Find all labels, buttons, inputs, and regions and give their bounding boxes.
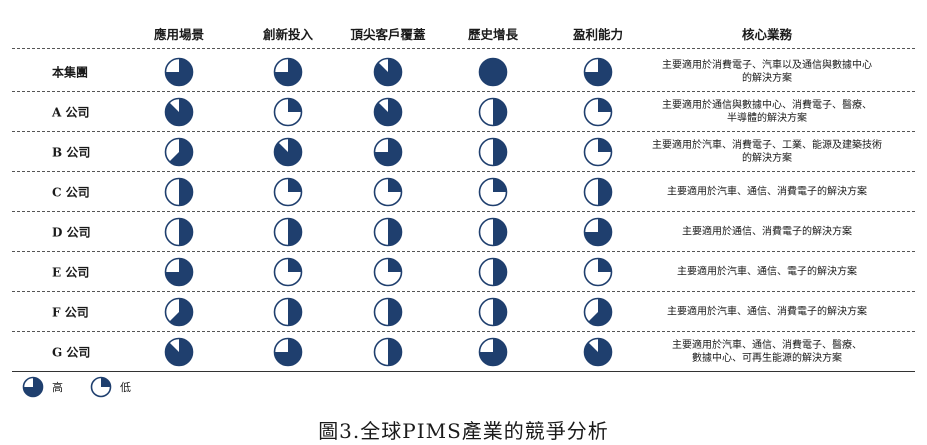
harvey-ball-icon — [273, 297, 303, 327]
harvey-ball-icon — [164, 177, 194, 207]
harvey-ball-icon — [478, 337, 508, 367]
harvey-ball-icon — [164, 257, 194, 287]
row-label: E 公司 — [52, 265, 90, 280]
harvey-ball-icon — [373, 297, 403, 327]
legend-low: 低 — [90, 376, 131, 398]
core-business-line: 主要適用於消費電子、汽車以及通信與數據中心 — [662, 60, 872, 71]
row-label: 本集團 — [52, 65, 89, 80]
core-business-text: 主要適用於汽車、通信、消費電子、醫療、 數據中心、可再生能源的解決方案 — [672, 339, 862, 365]
core-business-line: 主要適用於通信與數據中心、消費電子、醫療、 — [662, 100, 872, 111]
row-label: G 公司 — [52, 345, 91, 360]
row-label: D 公司 — [52, 225, 91, 240]
harvey-ball-icon — [583, 297, 613, 327]
core-business-line: 主要適用於通信、消費電子的解決方案 — [682, 226, 852, 238]
legend-high: 高 — [22, 376, 63, 398]
core-business-line: 半導體的解決方案 — [727, 113, 807, 124]
harvey-ball-icon — [373, 257, 403, 287]
core-business-text: 主要適用於通信、消費電子的解決方案 — [682, 226, 852, 239]
row-label: B 公司 — [52, 145, 91, 160]
row-divider — [12, 331, 915, 332]
core-business-text: 主要適用於通信與數據中心、消費電子、醫療、 半導體的解決方案 — [662, 99, 872, 125]
harvey-ball-icon — [164, 217, 194, 247]
figure-caption: 圖3.全球PIMS產業的競爭分析 — [318, 419, 609, 443]
row-label: A 公司 — [52, 105, 90, 120]
row-divider — [12, 91, 915, 92]
row-divider — [12, 171, 915, 172]
harvey-ball-icon — [478, 57, 508, 87]
core-business-text: 主要適用於汽車、通信、消費電子的解決方案 — [667, 186, 867, 199]
harvey-ball-icon — [273, 217, 303, 247]
harvey-ball-icon — [164, 57, 194, 87]
harvey-ball-icon — [164, 297, 194, 327]
harvey-ball-icon — [373, 137, 403, 167]
harvey-ball-high-icon — [22, 376, 44, 398]
legend-low-label: 低 — [120, 381, 131, 394]
core-business-line: 主要適用於汽車、通信、消費電子、醫療、 — [672, 340, 862, 351]
harvey-ball-icon — [273, 177, 303, 207]
column-header: 盈利能力 — [572, 27, 624, 42]
core-business-line: 的解決方案 — [742, 153, 792, 164]
row-divider — [12, 48, 915, 49]
harvey-ball-icon — [583, 177, 613, 207]
column-header: 應用場景 — [153, 27, 205, 42]
harvey-ball-icon — [273, 337, 303, 367]
core-business-line: 主要適用於汽車、通信、電子的解決方案 — [677, 266, 857, 278]
row-divider — [12, 371, 915, 372]
harvey-ball-icon — [478, 177, 508, 207]
harvey-ball-icon — [478, 297, 508, 327]
harvey-ball-icon — [478, 137, 508, 167]
harvey-ball-icon — [478, 217, 508, 247]
harvey-ball-icon — [373, 97, 403, 127]
core-business-line: 主要適用於汽車、消費電子、工業、能源及建築技術 — [652, 140, 882, 151]
harvey-ball-icon — [273, 57, 303, 87]
core-business-text: 主要適用於汽車、通信、電子的解決方案 — [677, 266, 857, 279]
harvey-ball-icon — [583, 57, 613, 87]
legend-high-label: 高 — [52, 381, 63, 394]
column-header: 歷史增長 — [467, 27, 519, 42]
core-business-text: 主要適用於汽車、消費電子、工業、能源及建築技術 的解決方案 — [652, 139, 882, 165]
harvey-ball-icon — [164, 97, 194, 127]
row-label: F 公司 — [52, 305, 89, 320]
harvey-ball-icon — [373, 337, 403, 367]
harvey-ball-icon — [478, 257, 508, 287]
row-divider — [12, 291, 915, 292]
core-business-text: 主要適用於消費電子、汽車以及通信與數據中心 的解決方案 — [662, 59, 872, 85]
core-business-line: 主要適用於汽車、通信、消費電子的解決方案 — [667, 306, 867, 318]
harvey-ball-icon — [273, 257, 303, 287]
harvey-ball-icon — [164, 137, 194, 167]
harvey-ball-icon — [164, 337, 194, 367]
row-divider — [12, 211, 915, 212]
harvey-ball-icon — [583, 137, 613, 167]
harvey-ball-icon — [583, 217, 613, 247]
core-business-line: 主要適用於汽車、通信、消費電子的解決方案 — [667, 186, 867, 198]
harvey-ball-icon — [478, 97, 508, 127]
harvey-ball-icon — [273, 97, 303, 127]
column-header: 頂尖客戶覆蓋 — [350, 27, 426, 42]
harvey-ball-icon — [373, 217, 403, 247]
harvey-ball-icon — [373, 177, 403, 207]
harvey-ball-low-icon — [90, 376, 112, 398]
row-divider — [12, 131, 915, 132]
core-business-line: 的解決方案 — [742, 73, 792, 84]
core-business-line: 數據中心、可再生能源的解決方案 — [692, 353, 842, 364]
column-header: 核心業務 — [741, 27, 793, 42]
harvey-ball-icon — [373, 57, 403, 87]
harvey-ball-icon — [583, 337, 613, 367]
harvey-ball-icon — [583, 97, 613, 127]
row-label: C 公司 — [52, 185, 90, 200]
column-header: 創新投入 — [262, 27, 314, 42]
harvey-ball-icon — [583, 257, 613, 287]
core-business-text: 主要適用於汽車、通信、消費電子的解決方案 — [667, 306, 867, 319]
harvey-ball-icon — [273, 137, 303, 167]
row-divider — [12, 251, 915, 252]
